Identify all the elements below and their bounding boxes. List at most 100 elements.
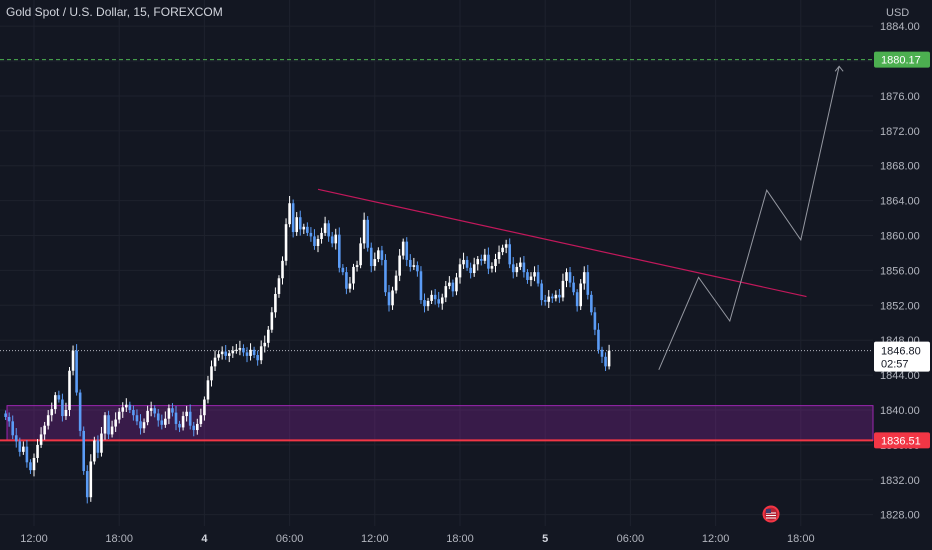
candle: [529, 272, 533, 287]
candle-body: [330, 236, 334, 244]
candle: [327, 220, 330, 242]
candle-body: [78, 392, 82, 431]
candle-body: [483, 254, 487, 261]
candle: [114, 412, 117, 432]
candle-body: [579, 283, 582, 307]
time-tick-label: 06:00: [617, 533, 645, 545]
candle-body: [313, 236, 316, 246]
support-price-tag: 1836.51: [881, 435, 921, 447]
candle-body: [561, 280, 565, 298]
candle: [426, 297, 430, 311]
projection-arrowhead: [834, 65, 844, 72]
candle-body: [426, 300, 430, 307]
candle-body: [423, 300, 426, 307]
candle-body: [476, 259, 480, 265]
candle: [199, 408, 203, 427]
candle: [93, 436, 96, 465]
candle: [224, 344, 227, 360]
candle: [78, 389, 82, 437]
candle-body: [61, 399, 64, 417]
candle-body: [110, 426, 114, 435]
price-tick-label: 1864.00: [880, 196, 920, 208]
candle-body: [196, 423, 199, 431]
candle: [288, 196, 291, 228]
candle-body: [160, 420, 164, 425]
candle-body: [96, 440, 100, 453]
support-price-tag-bg: [874, 432, 930, 449]
projection-path[interactable]: [658, 66, 840, 371]
candle-body: [18, 441, 22, 452]
candle: [416, 261, 419, 277]
candle-body: [554, 294, 558, 299]
candle-body: [398, 255, 401, 276]
candle: [558, 288, 561, 303]
candle: [89, 454, 93, 502]
candle-body: [156, 413, 160, 421]
candle: [192, 421, 196, 437]
candle: [522, 256, 526, 278]
us-flag-icon[interactable]: [762, 505, 780, 523]
candle: [54, 392, 57, 414]
time-tick-label: 12:00: [702, 533, 730, 545]
candle: [551, 293, 554, 303]
candle: [455, 272, 458, 296]
candle: [267, 325, 270, 348]
candle: [167, 404, 171, 425]
candle: [575, 289, 579, 312]
candle: [345, 267, 348, 295]
trendline[interactable]: [317, 188, 807, 298]
candle-body: [526, 272, 529, 281]
candle-body: [125, 404, 128, 408]
candle-body: [515, 266, 519, 273]
candle-body: [302, 226, 306, 230]
candle: [100, 426, 103, 457]
candle: [206, 375, 210, 404]
candle-body: [199, 415, 203, 424]
candle-body: [68, 370, 71, 410]
candle-body: [416, 265, 419, 272]
time-tick-label: 12:00: [361, 533, 389, 545]
candle-body: [405, 241, 409, 260]
price-tick-label: 1856.00: [880, 265, 920, 277]
candle-body: [575, 292, 579, 307]
target-price-tag: 1880.17: [881, 55, 921, 67]
candle-body: [355, 265, 359, 267]
candle-body: [590, 294, 593, 313]
candle: [11, 415, 14, 440]
candle-body: [543, 300, 547, 302]
candle-body: [171, 408, 174, 413]
candle: [334, 228, 338, 250]
candle-body: [57, 395, 61, 400]
candle-body: [71, 350, 75, 371]
candle: [64, 402, 68, 420]
candle: [462, 252, 465, 269]
candle: [593, 307, 597, 336]
candle-body: [387, 292, 391, 306]
candle-body: [529, 276, 533, 281]
price-tick-label: 1840.00: [880, 405, 920, 417]
candle: [480, 254, 483, 266]
candle: [430, 290, 433, 304]
candle: [412, 257, 416, 270]
candle: [380, 245, 384, 266]
candle-body: [82, 430, 85, 472]
price-tick-label: 1860.00: [880, 231, 920, 243]
candle: [359, 237, 362, 269]
candle-body: [4, 413, 7, 417]
candle-body: [7, 416, 11, 422]
price-tick-label: 1832.00: [880, 475, 920, 487]
candle: [220, 346, 224, 360]
candle: [85, 465, 89, 504]
candle-body: [117, 411, 121, 420]
candle-body: [242, 348, 245, 353]
candle: [50, 402, 54, 422]
candle-body: [103, 415, 107, 434]
time-tick-label: 18:00: [787, 533, 815, 545]
candle: [458, 258, 462, 284]
candle: [369, 242, 373, 273]
candle-body: [220, 351, 224, 355]
candle-body: [433, 294, 437, 300]
candle-body: [369, 247, 373, 267]
